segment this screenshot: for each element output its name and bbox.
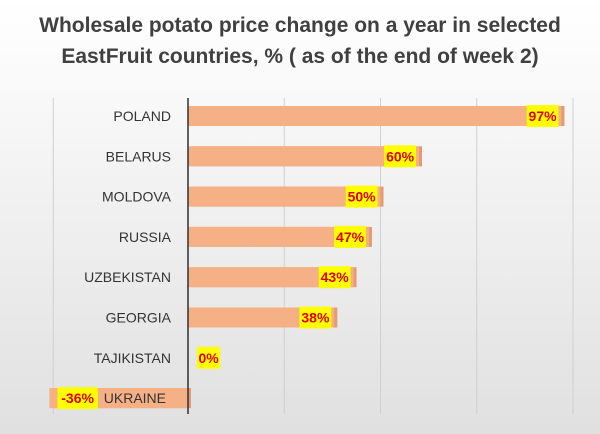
bar-2: [188, 186, 381, 207]
value-label-bg-0: [526, 105, 559, 127]
bar-3: [188, 226, 369, 247]
category-label-2: MOLDOVA: [102, 189, 172, 205]
bar-0: [188, 106, 562, 126]
bar-5: [188, 307, 335, 328]
bar-1: [188, 146, 419, 167]
category-label-7: UKRAINE: [104, 390, 166, 406]
value-label-bg-7: [57, 387, 98, 410]
category-label-1: BELARUS: [106, 148, 171, 164]
chart-title-line-1: Wholesale potato price change on a year …: [39, 14, 561, 37]
bar-4: [188, 267, 354, 288]
value-label-2: 50%: [348, 189, 377, 205]
value-label-1: 60%: [386, 148, 415, 164]
category-label-6: TAJIKISTAN: [94, 350, 171, 366]
value-label-4: 43%: [321, 269, 350, 285]
category-label-4: UZBEKISTAN: [84, 269, 171, 285]
value-label-bg-2: [345, 185, 378, 208]
category-label-3: RUSSIA: [119, 229, 172, 245]
value-label-6: 0%: [198, 350, 219, 366]
chart-title: Wholesale potato price change on a year …: [0, 10, 600, 72]
value-label-bg-1: [384, 145, 416, 168]
value-label-bg-6: [197, 346, 221, 369]
value-label-bg-3: [334, 225, 366, 248]
value-label-5: 38%: [301, 310, 330, 326]
category-label-0: POLAND: [113, 108, 171, 124]
value-label-3: 47%: [336, 229, 365, 245]
category-label-5: GEORGIA: [106, 310, 172, 326]
value-label-bg-4: [318, 266, 351, 289]
value-label-bg-5: [299, 306, 332, 329]
chart-title-line-2: EastFruit countries, % ( as of the end o…: [61, 45, 539, 68]
value-label-7: -36%: [61, 390, 94, 406]
value-label-0: 97%: [529, 108, 558, 124]
